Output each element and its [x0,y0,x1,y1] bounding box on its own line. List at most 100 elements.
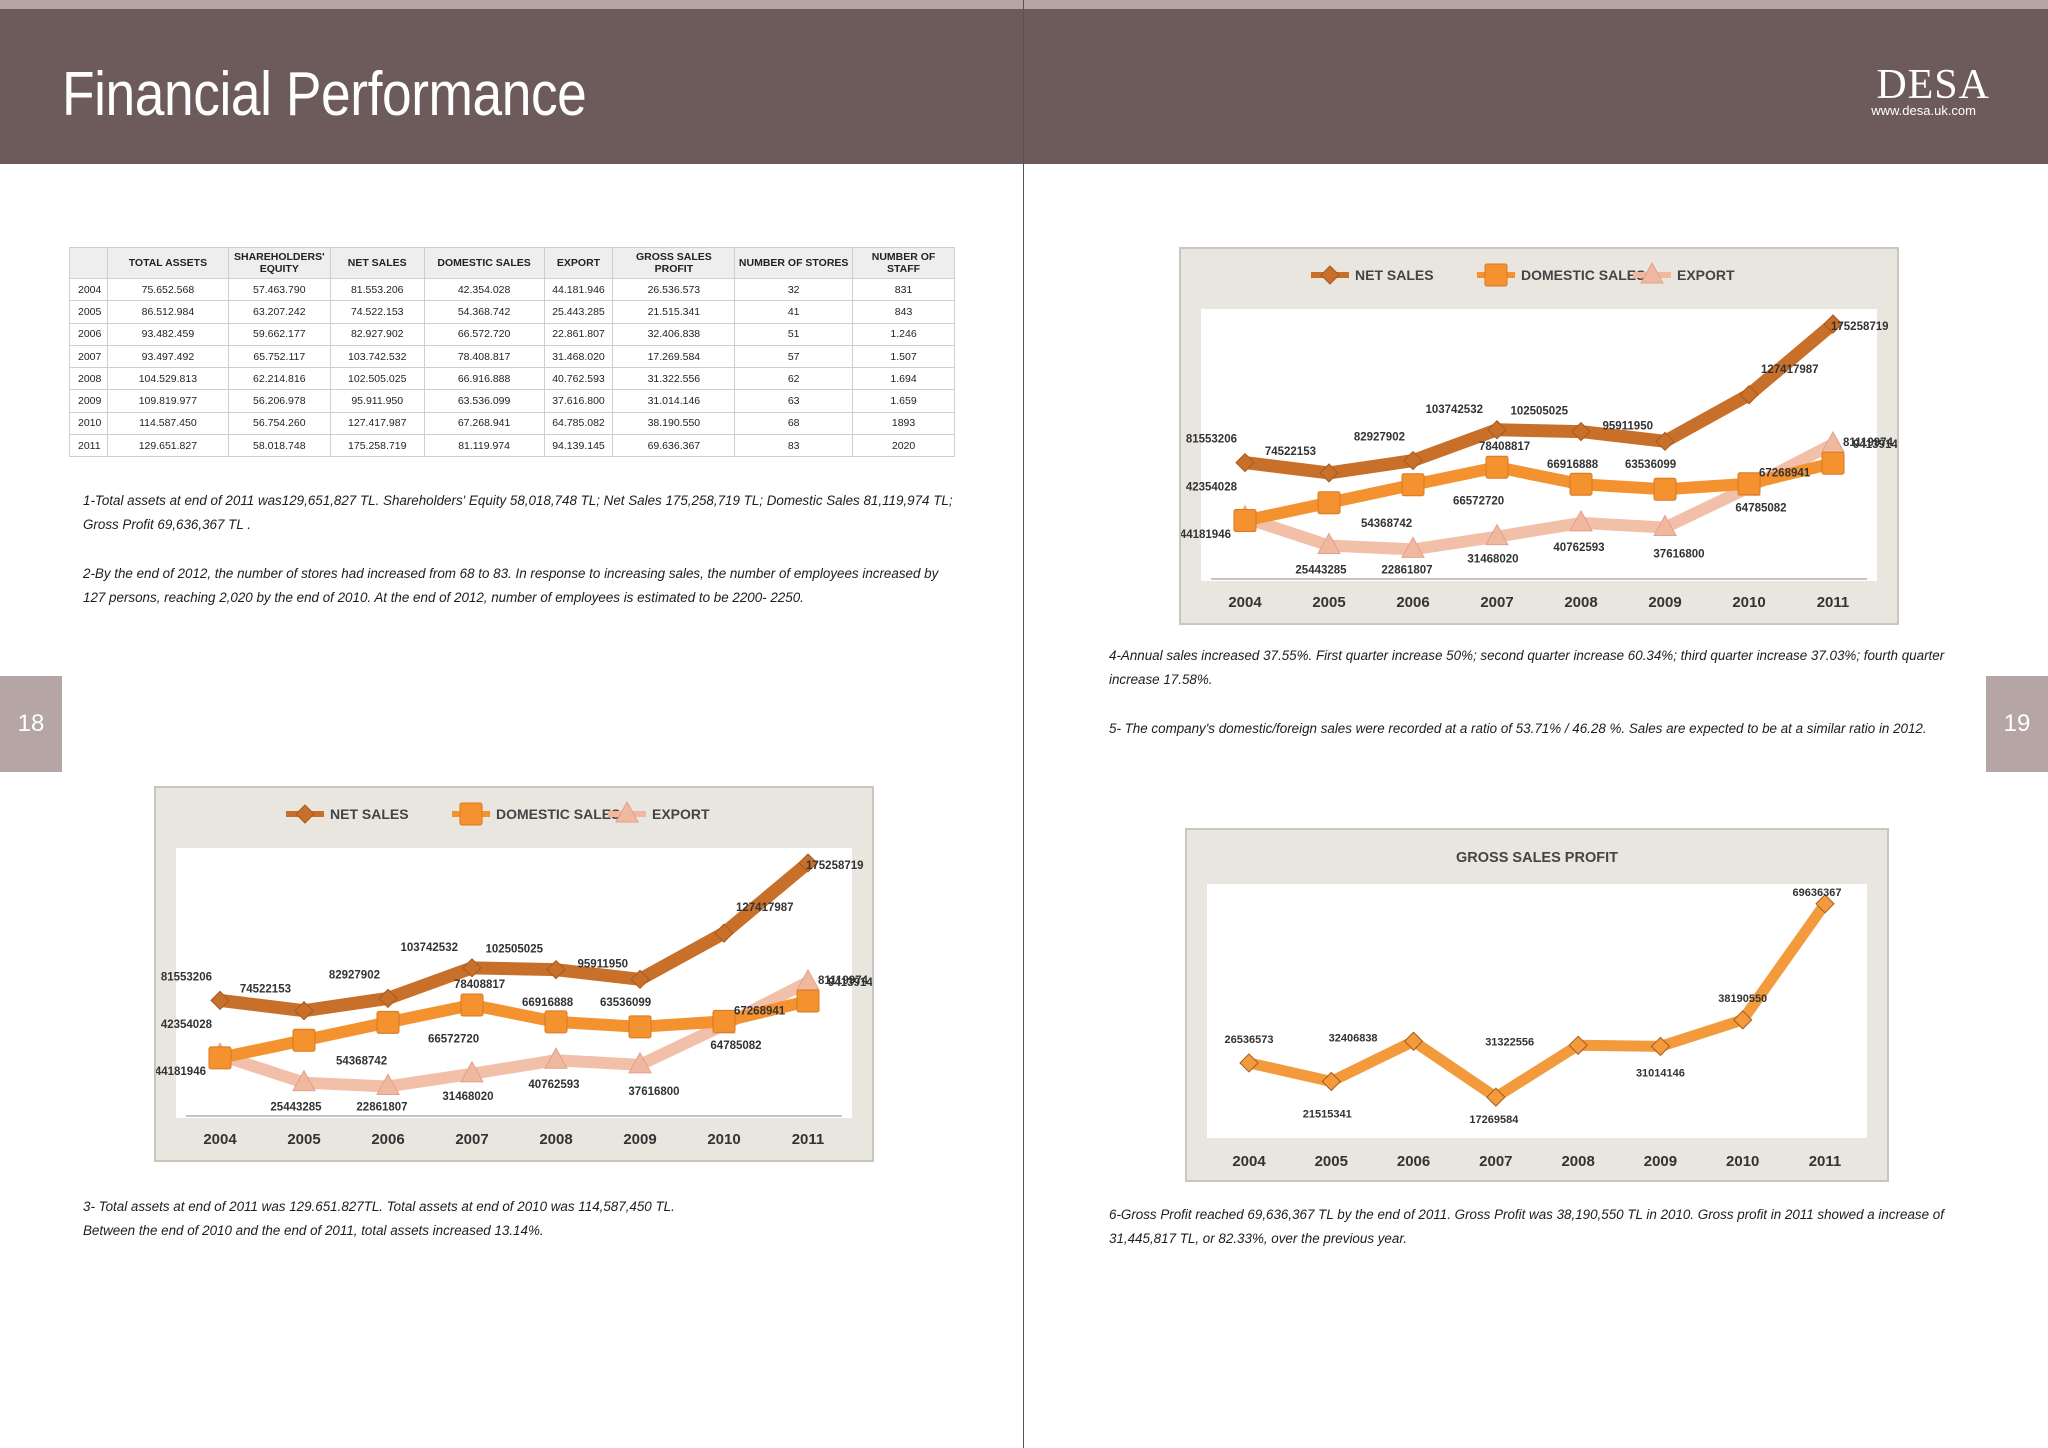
data-point [1569,472,1593,496]
legend-label: DOMESTIC SALES [1521,267,1645,283]
data-label: 21515341 [1303,1108,1352,1120]
data-point [798,853,818,873]
table-cell: 69.636.367 [612,434,736,458]
data-label: 54368742 [1361,518,1412,530]
legend-label: EXPORT [1677,267,1735,283]
data-label: 127417987 [736,902,794,914]
table-cell: 17.269.584 [612,344,736,369]
x-tick-label: 2007 [1480,594,1513,611]
table-cell: 63.207.242 [227,300,331,324]
data-point [1485,455,1509,479]
table-cell: 75.652.568 [106,277,229,302]
data-point [292,1028,316,1052]
data-point [1317,532,1341,555]
x-tick-label: 2010 [707,1131,740,1148]
table-cell: 68 [734,411,854,436]
data-label: 82927902 [329,969,380,981]
note-1: 1-Total assets at end of 2011 was129,651… [83,493,953,532]
series-line [1235,314,1843,483]
legend-item: EXPORT [1633,261,1735,284]
table-year-cell: 2009 [69,389,108,413]
data-point [460,1060,484,1083]
data-point [462,958,482,978]
data-label: 175258719 [1831,321,1889,333]
data-label: 103742532 [400,942,458,954]
data-label: 22861807 [356,1101,407,1113]
table-cell: 32 [734,277,854,302]
table-year-cell: 2005 [69,300,108,324]
chart-title: GROSS SALES PROFIT [1456,850,1618,866]
table-header-cell: DOMESTIC SALES [423,247,545,279]
data-point [1486,1087,1506,1107]
data-label: 31468020 [442,1091,493,1103]
data-point [544,1047,568,1069]
legend-marker [1640,261,1664,284]
note-3: 3- Total assets at end of 2011 was 129.6… [83,1199,675,1238]
table-cell: 1893 [852,411,955,436]
table-row: 2009 109.819.977 56.206.978 95.911.950 63.53… [69,389,955,413]
data-label: 25443285 [270,1102,322,1114]
table-cell: 21.515.341 [612,300,736,324]
table-year-cell: 2008 [69,367,108,391]
x-tick-label: 2005 [287,1131,320,1148]
note-4: 4-Annual sales increased 37.55%. First q… [1109,648,1945,687]
data-point [1317,491,1341,515]
data-label: 37616800 [1653,549,1704,561]
data-point [1401,473,1425,497]
data-point [376,1073,400,1095]
data-point [208,1046,232,1070]
table-header-cell: NET SALES [329,247,425,279]
data-point [1568,1035,1588,1055]
data-label: 44181946 [1181,529,1231,541]
table-cell: 40.762.593 [543,367,614,391]
data-point [796,989,820,1013]
data-label: 66572720 [1453,496,1504,508]
x-tick-label: 2010 [1732,594,1765,611]
table-cell: 25.443.285 [543,300,614,324]
table-header-cell: EXPORT [543,247,614,279]
data-label: 175258719 [806,860,864,872]
table-cell: 102.505.025 [329,367,425,391]
page-number-right: 19 [1986,676,2048,772]
brand-url: www.desa.uk.com [1871,103,1976,118]
x-tick-label: 2006 [371,1131,404,1148]
table-header-row: TOTAL ASSETS SHAREHOLDERS' EQUITY NET SA… [69,247,955,279]
data-point [1569,509,1593,532]
data-point [1319,463,1339,483]
data-point [1403,450,1423,471]
table-cell: 57 [734,344,854,369]
x-tick-label: 2006 [1396,594,1429,611]
page-title: Financial Performance [62,60,587,129]
table-cell: 2020 [852,434,955,458]
data-point [1235,452,1255,473]
x-tick-label: 2008 [1564,594,1597,611]
legend-label: EXPORT [652,806,710,822]
data-label: 63536099 [600,997,651,1009]
table-cell: 103.742.532 [329,344,425,369]
data-label: 81553206 [1186,434,1237,446]
table-header-cell: NUMBER OF STAFF [852,247,955,279]
data-label: 94139145 [1853,439,1897,451]
x-tick-label: 2011 [792,1131,825,1148]
table-year-cell: 2010 [69,411,108,436]
table-header-cell: SHAREHOLDERS' EQUITY [227,247,331,279]
x-tick-label: 2004 [1232,1153,1266,1170]
data-point [630,969,650,990]
x-tick-label: 2009 [1648,594,1681,611]
data-point [1487,420,1507,440]
table-cell: 42.354.028 [423,277,545,302]
table-cell: 129.651.827 [106,434,229,458]
data-point [1739,385,1759,405]
table-cell: 1.507 [852,344,955,369]
data-label: 78408817 [1479,441,1530,453]
table-cell: 22.861.807 [543,322,614,346]
table-year-cell: 2007 [69,344,108,369]
data-label: 31468020 [1467,554,1518,566]
data-label: 64785082 [710,1040,761,1052]
legend-marker [1320,265,1340,285]
table-cell: 62 [734,367,854,391]
data-point [1655,431,1675,452]
x-tick-label: 2009 [623,1131,656,1148]
table-cell: 95.911.950 [329,389,425,413]
table-header-cell: NUMBER OF STORES [734,247,854,279]
